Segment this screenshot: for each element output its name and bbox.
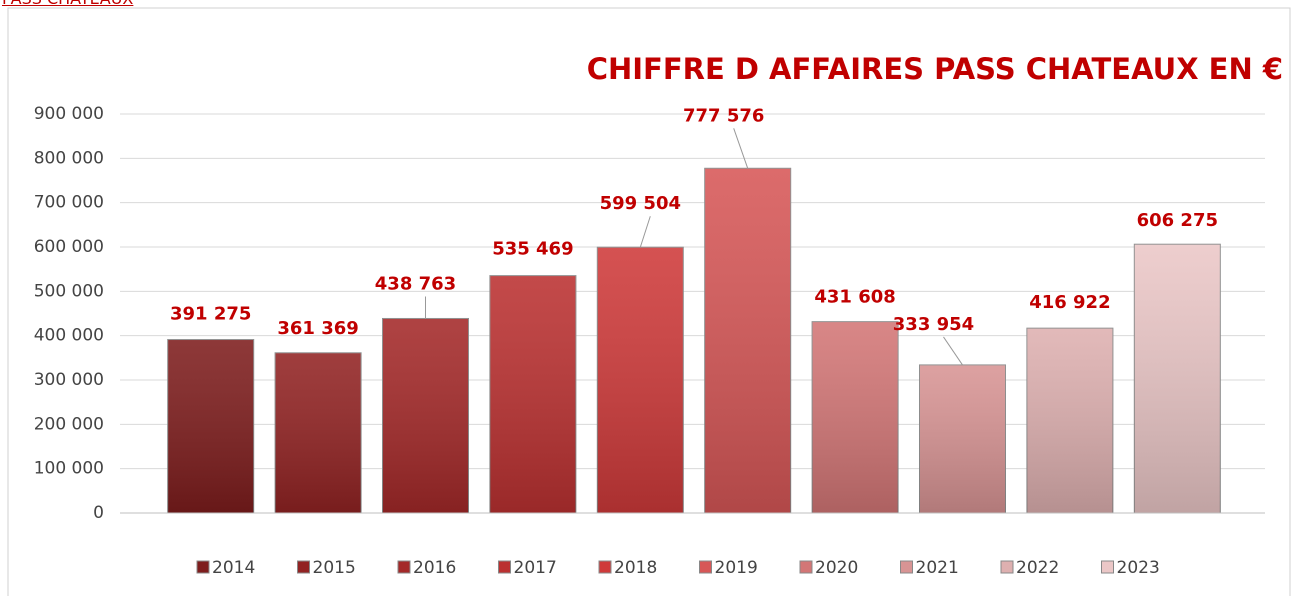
bar-shade <box>812 321 899 513</box>
legend-swatch <box>498 560 511 574</box>
bar-shade <box>167 339 254 513</box>
y-tick-label: 900 000 <box>34 104 104 124</box>
legend-label: 2017 <box>514 558 557 578</box>
data-label: 333 954 <box>893 314 974 335</box>
y-tick-label: 0 <box>93 503 104 523</box>
legend-swatch <box>799 560 813 574</box>
legend-swatch <box>297 560 310 574</box>
legend-label: 2023 <box>1117 558 1160 578</box>
legend-label: 2019 <box>715 558 758 578</box>
bar-shade <box>704 168 791 513</box>
y-tick-label: 800 000 <box>34 148 104 168</box>
data-label: 535 469 <box>492 239 573 260</box>
leader-line <box>639 216 651 248</box>
data-label: 361 369 <box>277 318 358 339</box>
y-tick-label: 600 000 <box>34 237 104 257</box>
bar-shade <box>1134 244 1221 513</box>
bar-shade <box>382 318 469 513</box>
legend-swatch <box>1101 560 1114 574</box>
bar-shade <box>489 275 576 513</box>
leader-line <box>943 336 963 366</box>
legend-swatch <box>900 560 913 574</box>
legend-label: 2014 <box>212 558 255 578</box>
chart-title: CHIFFRE D AFFAIRES PASS CHATEAUX EN € <box>587 52 1283 86</box>
leader-line <box>733 128 749 169</box>
data-label: 416 922 <box>1029 292 1110 313</box>
legend-swatch <box>397 560 411 574</box>
legend-swatch <box>598 560 612 574</box>
legend-label: 2020 <box>815 558 858 578</box>
legend-swatch <box>196 560 210 574</box>
bar-shade <box>1026 328 1113 513</box>
data-label: 599 504 <box>600 193 681 214</box>
data-label: 438 763 <box>375 273 456 294</box>
legend-label: 2018 <box>614 558 657 578</box>
legend-label: 2015 <box>313 558 356 578</box>
link[interactable]: PASS CHATEAUX <box>2 0 133 8</box>
legend-label: 2021 <box>916 558 959 578</box>
y-tick-label: 700 000 <box>34 193 104 213</box>
y-tick-label: 500 000 <box>34 281 104 301</box>
y-tick-label: 400 000 <box>34 326 104 346</box>
y-tick-label: 300 000 <box>34 370 104 390</box>
data-label: 606 275 <box>1137 210 1218 231</box>
bar-shade <box>275 352 362 513</box>
bar-shade <box>919 364 1006 513</box>
data-label: 777 576 <box>683 105 764 126</box>
legend-label: 2022 <box>1016 558 1059 578</box>
bar-shade <box>597 247 684 513</box>
y-tick-label: 100 000 <box>34 459 104 479</box>
data-label: 431 608 <box>814 287 895 308</box>
y-tick-label: 200 000 <box>34 414 104 434</box>
data-label: 391 275 <box>170 304 251 325</box>
legend-swatch <box>1000 560 1014 574</box>
legend-swatch <box>699 560 712 574</box>
legend-label: 2016 <box>413 558 456 578</box>
